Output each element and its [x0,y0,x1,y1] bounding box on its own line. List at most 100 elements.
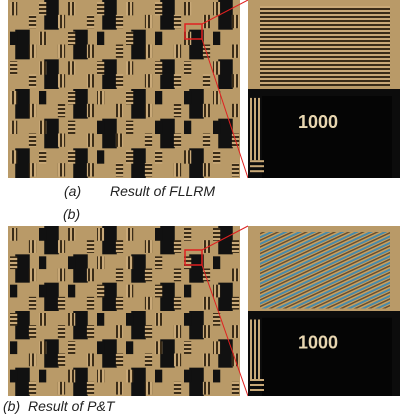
stripe-block [213,150,220,163]
black-block [44,59,59,89]
stripe-block [174,104,181,117]
stripe-block [203,74,210,87]
stripe-block [68,341,75,354]
zoom-bar [250,379,264,381]
stripe-block [203,297,210,310]
panel-label: (a) [64,183,81,199]
stripe-block [10,228,17,241]
stripe-block [29,269,36,282]
black-block [131,89,146,119]
stripe-block [39,370,46,383]
stripe-block [155,61,162,74]
stripe-block [58,269,65,282]
stripe-block [29,45,36,58]
stripe-block [58,354,65,367]
stripe-block [203,163,210,176]
stripe-block [232,163,239,176]
zoom-black [262,96,392,178]
stripe-block [29,163,36,176]
stripe-block [184,341,191,354]
black-block [44,0,59,30]
stripe-block [174,297,181,310]
stripe-block [145,240,152,253]
stripe-block [184,370,191,383]
zoom-stripes [260,232,390,309]
black-block [131,148,146,178]
stripe-block [213,228,220,241]
zoom-bar [250,389,264,391]
zoom-stripes [260,6,390,86]
zoom-bar [258,98,260,160]
zoom-bar [258,320,260,380]
stripe-block [97,91,104,104]
stripe-block [116,354,123,367]
stripe-block [184,150,191,163]
stripe-block [68,256,75,269]
stripe-block [184,121,191,134]
stripe-block [203,354,210,367]
stripe-block [116,134,123,147]
stripe-block [68,285,75,298]
stripe-block [145,269,152,282]
stripe-block [232,240,239,253]
stripe-block [97,370,104,383]
zoom-bar [250,170,264,172]
black-block [160,0,175,30]
stripe-block [97,61,104,74]
black-block [102,226,117,254]
black-block [102,59,117,89]
black-block [189,148,204,178]
black-block [189,311,204,339]
stripe-block [29,240,36,253]
stripe-block [232,104,239,117]
stripe-block [213,256,220,269]
stripe-block [213,285,220,298]
black-block [160,59,175,89]
stripe-block [10,370,17,383]
stripe-block [174,15,181,28]
stripe-block [97,121,104,134]
stripe-block [232,297,239,310]
black-block [218,119,233,149]
stripe-block [232,269,239,282]
zoom-label: 1000 [298,332,338,352]
black-block [73,148,88,178]
stripe-block [145,104,152,117]
stripe-block [97,285,104,298]
stripe-block [213,91,220,104]
stripe-block [39,150,46,163]
black-block [102,283,117,311]
stripe-block [116,163,123,176]
stripe-block [87,134,94,147]
stripe-block [126,91,133,104]
stripe-block [87,163,94,176]
stripe-block [126,256,133,269]
stripe-block [10,256,17,269]
black-block [189,89,204,119]
test-chart-image: 1000 [8,226,400,396]
stripe-block [213,32,220,45]
stripe-block [87,104,94,117]
stripe-block [39,32,46,45]
zoom-bar [250,384,264,386]
black-block [102,119,117,149]
stripe-block [29,382,36,395]
stripe-block [97,228,104,241]
black-block [131,368,146,396]
stripe-block [58,134,65,147]
stripe-block [39,285,46,298]
stripe-block [232,382,239,395]
stripe-block [145,354,152,367]
black-block [44,283,59,311]
stripe-block [174,74,181,87]
black-block [218,59,233,89]
stripe-block [126,228,133,241]
stripe-block [97,150,104,163]
black-block [189,368,204,396]
black-block [44,339,59,367]
stripe-block [39,256,46,269]
stripe-block [10,285,17,298]
stripe-block [126,285,133,298]
stripe-block [97,313,104,326]
stripe-block [184,228,191,241]
